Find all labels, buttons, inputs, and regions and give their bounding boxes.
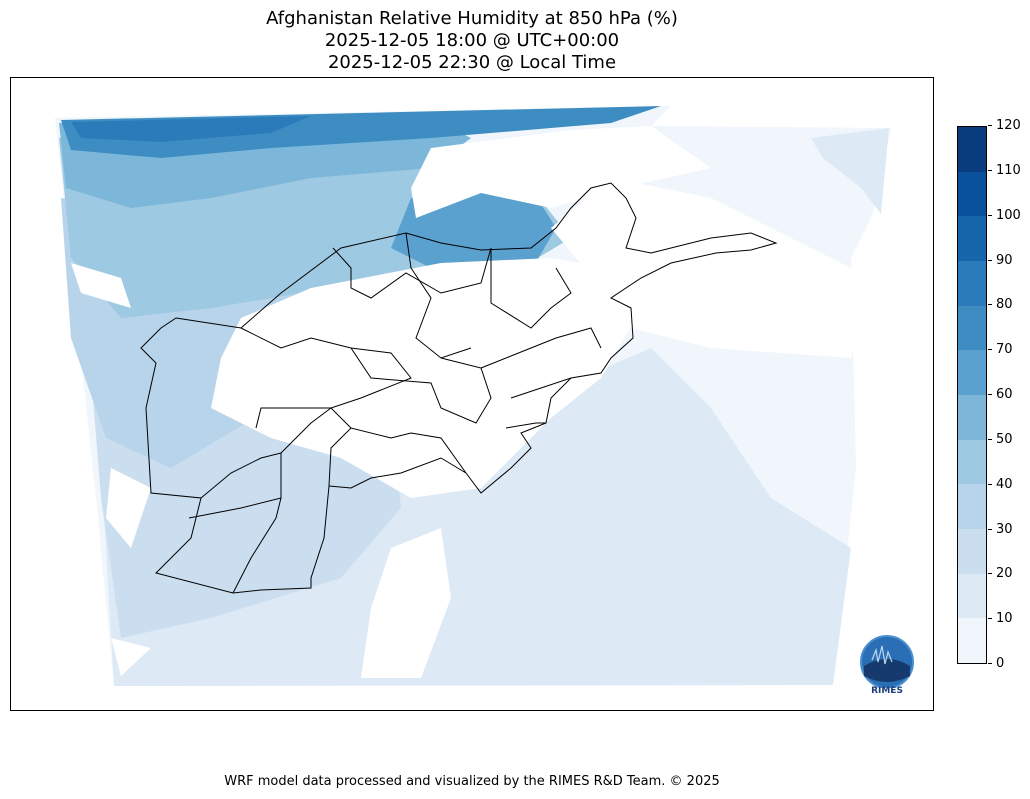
humidity-map <box>55 106 891 686</box>
dry-west <box>71 263 151 676</box>
band-10-20-ne <box>811 128 889 214</box>
map-subtitle-utc: 2025-12-05 18:00 @ UTC+00:00 <box>324 30 620 51</box>
colorbar-tick-label: 30 <box>988 522 1013 537</box>
colorbar-segment <box>958 305 986 351</box>
footer-credit: WRF model data processed and visualized … <box>224 774 720 789</box>
colorbar-segment <box>958 573 986 619</box>
colorbar-tick-label: 60 <box>988 388 1013 402</box>
rimes-logo-icon <box>860 635 914 689</box>
rimes-logo: RIMES <box>854 632 920 700</box>
colorbar-tick-label: 70 <box>988 343 1013 357</box>
map-subtitle-local: 2025-12-05 22:30 @ Local Time <box>327 52 617 73</box>
colorbar-tick-label: 0 <box>988 657 1004 671</box>
colorbar-tick-label: 120 <box>988 119 1021 133</box>
dry-north <box>411 126 711 218</box>
colorbar-tick-label: 20 <box>988 567 1013 581</box>
colorbar-segment <box>958 528 986 574</box>
colorbar-tick-label: 50 <box>988 432 1013 447</box>
colorbar-segment <box>958 484 986 529</box>
colorbar-tick-label: 10 <box>988 612 1013 626</box>
dry-southwest <box>361 528 451 678</box>
band-70-80 <box>71 116 311 142</box>
colorbar-segment <box>958 216 986 261</box>
colorbar-segment <box>958 126 986 172</box>
colorbar-tick-label: 80 <box>988 298 1013 312</box>
colorbar-segment <box>958 439 986 485</box>
province-boundaries <box>140 182 778 594</box>
colorbar-segment <box>958 171 986 217</box>
colorbar-segment <box>958 350 986 395</box>
colorbar-tick-label: 100 <box>988 208 1021 223</box>
colorbar-ticks: 0 10 20 30 40 50 60 70 80 90 100 110 120 <box>988 119 1028 671</box>
map-panel <box>10 77 934 711</box>
logo-label: RIMES <box>871 686 903 696</box>
colorbar-tick-label: 90 <box>988 253 1013 268</box>
colorbar <box>957 126 987 664</box>
colorbar-segment <box>958 394 986 440</box>
map-title: Afghanistan Relative Humidity at 850 hPa… <box>266 8 678 29</box>
colorbar-segment <box>958 618 986 663</box>
colorbar-tick-label: 110 <box>988 163 1021 178</box>
colorbar-tick-label: 40 <box>988 477 1013 492</box>
colorbar-segment <box>958 260 986 306</box>
dry-interior <box>211 258 636 498</box>
